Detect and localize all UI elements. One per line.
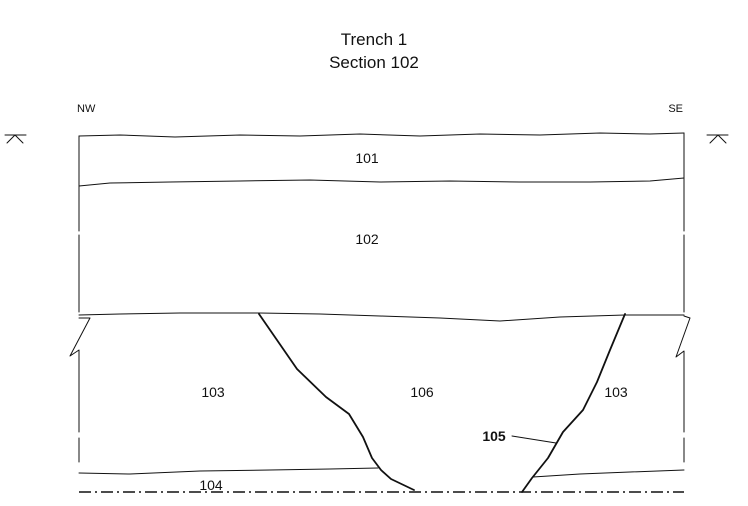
- context-103-left-label: 103: [201, 384, 225, 400]
- boundary-103-104-right: [532, 469, 685, 478]
- cut-105-label: 105: [482, 428, 506, 444]
- section-side-right-lower: [675, 315, 691, 433]
- orientation-left-label: NW: [77, 103, 96, 115]
- cut-105-right-edge: [521, 313, 626, 493]
- orientation-right-label: SE: [668, 103, 683, 115]
- cut-105-leader-line: [511, 435, 557, 444]
- title-line-2: Section 102: [329, 53, 419, 72]
- context-104-label: 104: [199, 477, 223, 493]
- boundary-101-102: [78, 177, 685, 187]
- boundary-103-104-left: [78, 467, 379, 475]
- datum-marker-right: [706, 134, 729, 144]
- top-surface-line: [78, 132, 685, 138]
- section-side-left-lower: [69, 317, 91, 433]
- boundary-102-103: [78, 312, 685, 322]
- context-103-right-label: 103: [604, 384, 628, 400]
- context-102-label: 102: [355, 231, 379, 247]
- datum-marker-left: [4, 134, 27, 144]
- title-line-1: Trench 1: [341, 30, 407, 49]
- context-101-label: 101: [355, 150, 379, 166]
- cut-105-left-edge: [258, 313, 415, 491]
- context-106-label: 106: [410, 384, 434, 400]
